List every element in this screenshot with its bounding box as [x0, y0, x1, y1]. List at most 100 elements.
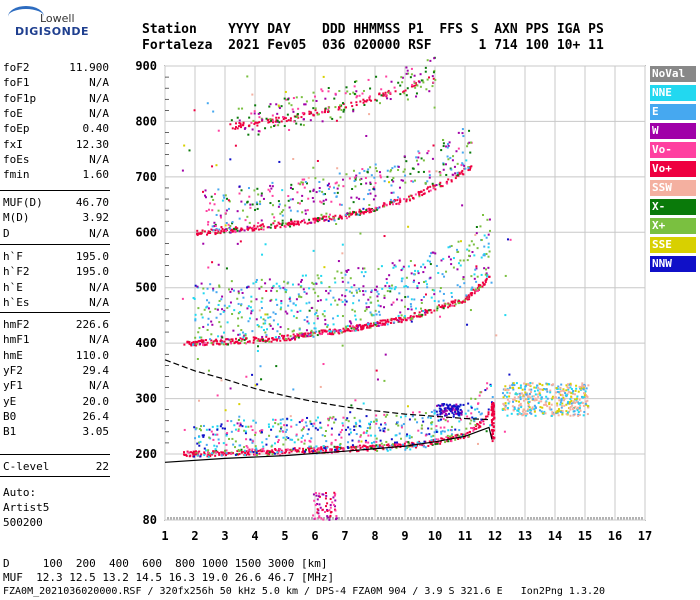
echo-point — [441, 185, 444, 188]
echo-point — [427, 309, 430, 312]
echo-point — [584, 402, 587, 405]
echo-point — [383, 235, 386, 238]
echo-point — [550, 383, 553, 386]
echo-point — [563, 397, 566, 400]
echo-point — [560, 397, 563, 400]
echo-point — [365, 306, 368, 309]
echo-point — [290, 104, 293, 107]
echo-point — [321, 90, 324, 93]
echo-point — [292, 336, 295, 339]
echo-point — [324, 430, 327, 433]
echo-point — [451, 433, 454, 436]
echo-point — [270, 119, 273, 122]
echo-point — [476, 422, 479, 425]
echo-point — [271, 119, 274, 122]
echo-point — [296, 116, 299, 119]
echo-point — [238, 415, 241, 418]
echo-point — [432, 440, 435, 443]
echo-point — [248, 341, 251, 344]
echo-point — [507, 402, 510, 405]
echo-point — [245, 445, 248, 448]
echo-point — [452, 415, 455, 418]
param-name: D — [3, 226, 10, 240]
echo-point — [338, 444, 341, 447]
echo-point — [461, 301, 464, 304]
echo-point — [264, 322, 267, 325]
echo-point — [559, 401, 562, 404]
echo-point — [341, 252, 344, 255]
param-value: 0.40 — [82, 122, 110, 136]
echo-point — [371, 444, 374, 447]
param-row-hme: hmE 110.0 — [3, 349, 109, 363]
echo-point — [183, 428, 186, 431]
echo-point — [551, 397, 554, 400]
echo-point — [445, 145, 448, 148]
echo-point — [396, 298, 399, 301]
echo-point — [407, 72, 410, 75]
echo-point — [305, 292, 308, 295]
echo-point — [214, 448, 217, 451]
param-row-fof1p: foF1p N/A — [3, 92, 109, 106]
echo-point — [510, 412, 513, 415]
echo-point — [519, 403, 522, 406]
echo-point — [211, 453, 214, 456]
echo-point — [285, 450, 288, 453]
echo-point — [198, 232, 201, 235]
echo-point — [540, 397, 543, 400]
param-value: 20.0 — [82, 394, 110, 408]
echo-point — [568, 410, 571, 413]
echo-point — [456, 412, 459, 415]
echo-point — [301, 220, 304, 223]
echo-point — [300, 199, 303, 202]
echo-point — [501, 392, 504, 395]
echo-point — [365, 415, 368, 418]
echo-point — [260, 224, 263, 227]
echo-point — [456, 174, 459, 177]
echo-point — [277, 104, 280, 107]
echo-point — [452, 436, 455, 439]
echo-point — [374, 167, 377, 170]
echo-point — [556, 411, 559, 414]
echo-point — [247, 124, 250, 127]
echo-point — [369, 166, 372, 169]
param-value: 3.05 — [82, 425, 110, 439]
echo-point — [335, 119, 338, 122]
echo-point — [222, 343, 225, 346]
echo-point — [271, 213, 274, 216]
echo-point — [454, 303, 457, 306]
param-row-hmf2: hmF2 226.6 — [3, 318, 109, 332]
echo-point — [199, 455, 202, 458]
echo-point — [274, 124, 277, 127]
echo-point — [218, 285, 221, 288]
echo-point — [422, 420, 425, 423]
echo-point — [531, 395, 534, 398]
echo-point — [241, 209, 244, 212]
echo-point — [370, 210, 373, 213]
echo-point — [457, 262, 460, 265]
echo-point — [515, 393, 518, 396]
echo-point — [410, 436, 413, 439]
echo-point — [198, 444, 201, 447]
echo-point — [292, 315, 295, 318]
echo-point — [536, 393, 539, 396]
echo-point — [331, 417, 334, 420]
echo-point — [240, 316, 243, 319]
echo-point — [334, 299, 337, 302]
echo-point — [461, 162, 464, 165]
echo-point — [486, 387, 489, 390]
echo-point — [248, 221, 251, 224]
echo-point — [450, 440, 453, 443]
echo-point — [215, 445, 218, 448]
echo-point — [527, 382, 530, 385]
echo-point — [243, 446, 246, 449]
echo-point — [364, 309, 367, 312]
echo-point — [330, 449, 333, 452]
echo-point — [575, 397, 578, 400]
echo-point — [405, 276, 408, 279]
echo-point — [487, 246, 490, 249]
echo-point — [404, 181, 407, 184]
echo-point — [281, 222, 284, 225]
echo-point — [269, 226, 272, 229]
param-value: 1.60 — [82, 168, 110, 182]
echo-point — [395, 202, 398, 205]
